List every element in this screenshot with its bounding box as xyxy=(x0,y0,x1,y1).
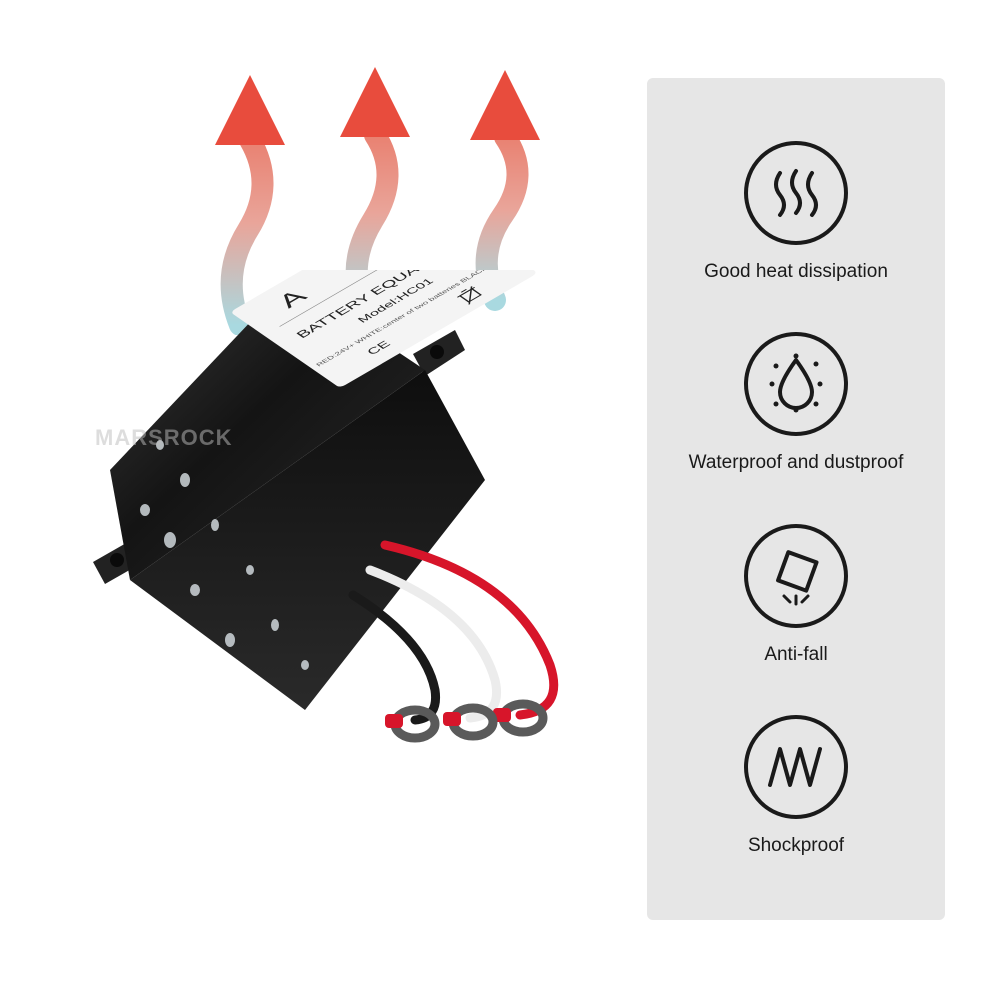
feature-antifall-label: Anti-fall xyxy=(764,644,827,666)
terminal-black xyxy=(385,710,435,738)
feature-shockproof-label: Shockproof xyxy=(748,835,844,857)
feature-heat-label: Good heat dissipation xyxy=(704,261,888,283)
antifall-icon xyxy=(744,524,848,628)
device-box: A B BATTERY EQUALIZER Model:HC01 RED:24V… xyxy=(75,270,595,750)
feature-heat: Good heat dissipation xyxy=(704,141,888,283)
feature-sidebar: Good heat dissipation Waterproof and dus… xyxy=(647,78,945,920)
feature-antifall: Anti-fall xyxy=(744,524,848,666)
waterproof-icon xyxy=(744,332,848,436)
watermark: MARSROCK xyxy=(95,425,233,450)
feature-shockproof: Shockproof xyxy=(744,715,848,857)
feature-waterproof: Waterproof and dustproof xyxy=(689,332,904,474)
feature-waterproof-label: Waterproof and dustproof xyxy=(689,452,904,474)
heat-icon xyxy=(744,141,848,245)
shockproof-icon xyxy=(744,715,848,819)
product-illustration: A B BATTERY EQUALIZER Model:HC01 RED:24V… xyxy=(0,0,620,1000)
